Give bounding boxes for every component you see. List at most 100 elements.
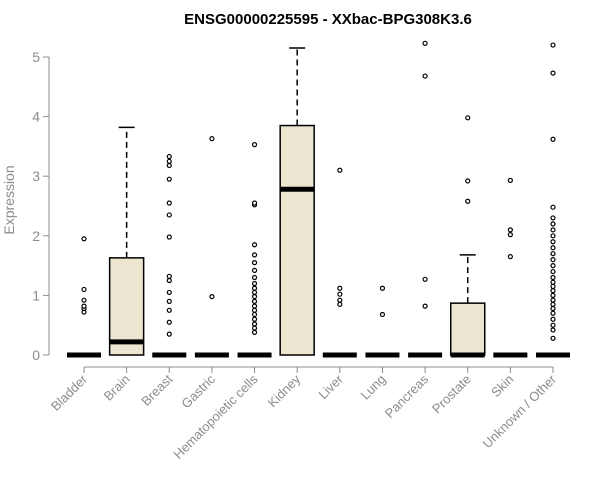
outlier-point <box>166 289 172 296</box>
outlier-point <box>550 305 556 312</box>
outlier-point <box>550 316 556 322</box>
outlier-point <box>251 260 258 266</box>
outlier-point <box>251 311 258 318</box>
outlier-point <box>166 212 172 218</box>
x-tick-label: Liver <box>315 371 346 402</box>
x-tick-label: Unknown / Other <box>480 371 560 451</box>
y-axis-label: Expression <box>1 165 17 234</box>
box-group <box>493 177 528 358</box>
outlier-point <box>81 286 87 293</box>
outlier-point <box>251 321 258 327</box>
outlier-point <box>550 227 556 233</box>
outlier-point <box>166 153 172 160</box>
outlier-point <box>251 307 258 313</box>
outlier-point <box>81 303 87 309</box>
box-group <box>67 236 101 358</box>
x-tick-label: Hematopoietic cells <box>170 371 261 462</box>
outlier-point <box>422 276 428 282</box>
box-group <box>279 47 315 356</box>
x-tick-label: Skin <box>488 372 516 400</box>
outlier-point <box>209 136 215 142</box>
box-group <box>322 167 357 358</box>
y-tick-label: 3 <box>32 168 40 184</box>
outlier-point <box>550 70 556 76</box>
outlier-point <box>251 142 258 148</box>
outlier-point <box>337 167 343 173</box>
outlier-point <box>550 301 556 307</box>
outlier-point <box>422 40 428 46</box>
outlier-point <box>550 221 556 227</box>
outlier-point <box>550 297 556 303</box>
outlier-point <box>166 277 172 284</box>
outlier-point <box>337 301 343 307</box>
outlier-point <box>550 335 556 341</box>
outlier-point <box>337 285 343 291</box>
outlier-point <box>251 200 258 206</box>
outlier-point <box>550 310 556 316</box>
outlier-point <box>251 303 258 309</box>
outlier-point <box>251 285 258 291</box>
outlier-point <box>166 307 172 313</box>
x-tick-label: Bladder <box>48 371 91 414</box>
y-tick-label: 2 <box>32 228 40 244</box>
outlier-point <box>422 303 428 309</box>
outlier-point <box>337 297 343 303</box>
outlier-point <box>550 233 556 239</box>
outlier-point <box>465 115 471 121</box>
outlier-point <box>550 283 556 290</box>
outlier-point <box>166 176 172 182</box>
outlier-point <box>550 251 556 257</box>
outlier-point <box>550 257 556 263</box>
outlier-point <box>251 298 258 304</box>
outlier-point <box>379 311 386 318</box>
iqr-box <box>449 302 486 356</box>
y-tick-label: 4 <box>32 109 40 125</box>
outlier-point <box>465 198 471 204</box>
outlier-point <box>422 73 428 79</box>
outlier-point <box>251 289 258 296</box>
outlier-point <box>251 325 258 331</box>
iqr-box <box>279 124 315 356</box>
outlier-point <box>251 267 258 273</box>
iqr-box <box>108 257 145 356</box>
x-tick-label: Kidney <box>265 371 304 410</box>
x-tick-label: Lung <box>358 372 389 403</box>
outlier-point <box>550 279 556 285</box>
outlier-point <box>507 254 513 260</box>
outlier-point <box>166 319 172 325</box>
y-tick-label: 5 <box>32 49 40 65</box>
outlier-point <box>550 288 556 294</box>
outlier-point <box>337 291 343 297</box>
outlier-point <box>550 268 556 275</box>
outlier-point <box>251 316 258 322</box>
x-tick-label: Brain <box>101 372 133 404</box>
y-axis: 0 1 2 3 4 5 <box>32 49 50 363</box>
outlier-point <box>550 136 556 142</box>
outlier-point <box>550 292 556 298</box>
outlier-point <box>550 327 556 333</box>
outlier-point <box>550 263 556 269</box>
outlier-point <box>251 252 258 258</box>
outlier-point <box>550 42 556 48</box>
outlier-point <box>550 215 556 221</box>
x-tick-label: Prostate <box>429 372 474 417</box>
box-group <box>365 285 400 358</box>
outlier-point <box>251 280 258 287</box>
plot-area <box>67 40 570 358</box>
outlier-point <box>209 293 215 300</box>
outlier-point <box>379 285 386 291</box>
outlier-point <box>166 331 172 337</box>
x-tick-label: Gastric <box>178 371 218 411</box>
box-group <box>152 153 187 358</box>
outlier-point <box>507 177 513 183</box>
outlier-point <box>166 200 172 206</box>
outlier-point <box>166 298 172 304</box>
box-group <box>194 136 229 358</box>
outlier-point <box>251 329 258 335</box>
x-tick-label: Pancreas <box>382 371 432 421</box>
x-tick-label: Breast <box>138 371 175 408</box>
box-group <box>108 126 145 356</box>
outlier-point <box>251 242 258 248</box>
outlier-point <box>550 322 556 328</box>
